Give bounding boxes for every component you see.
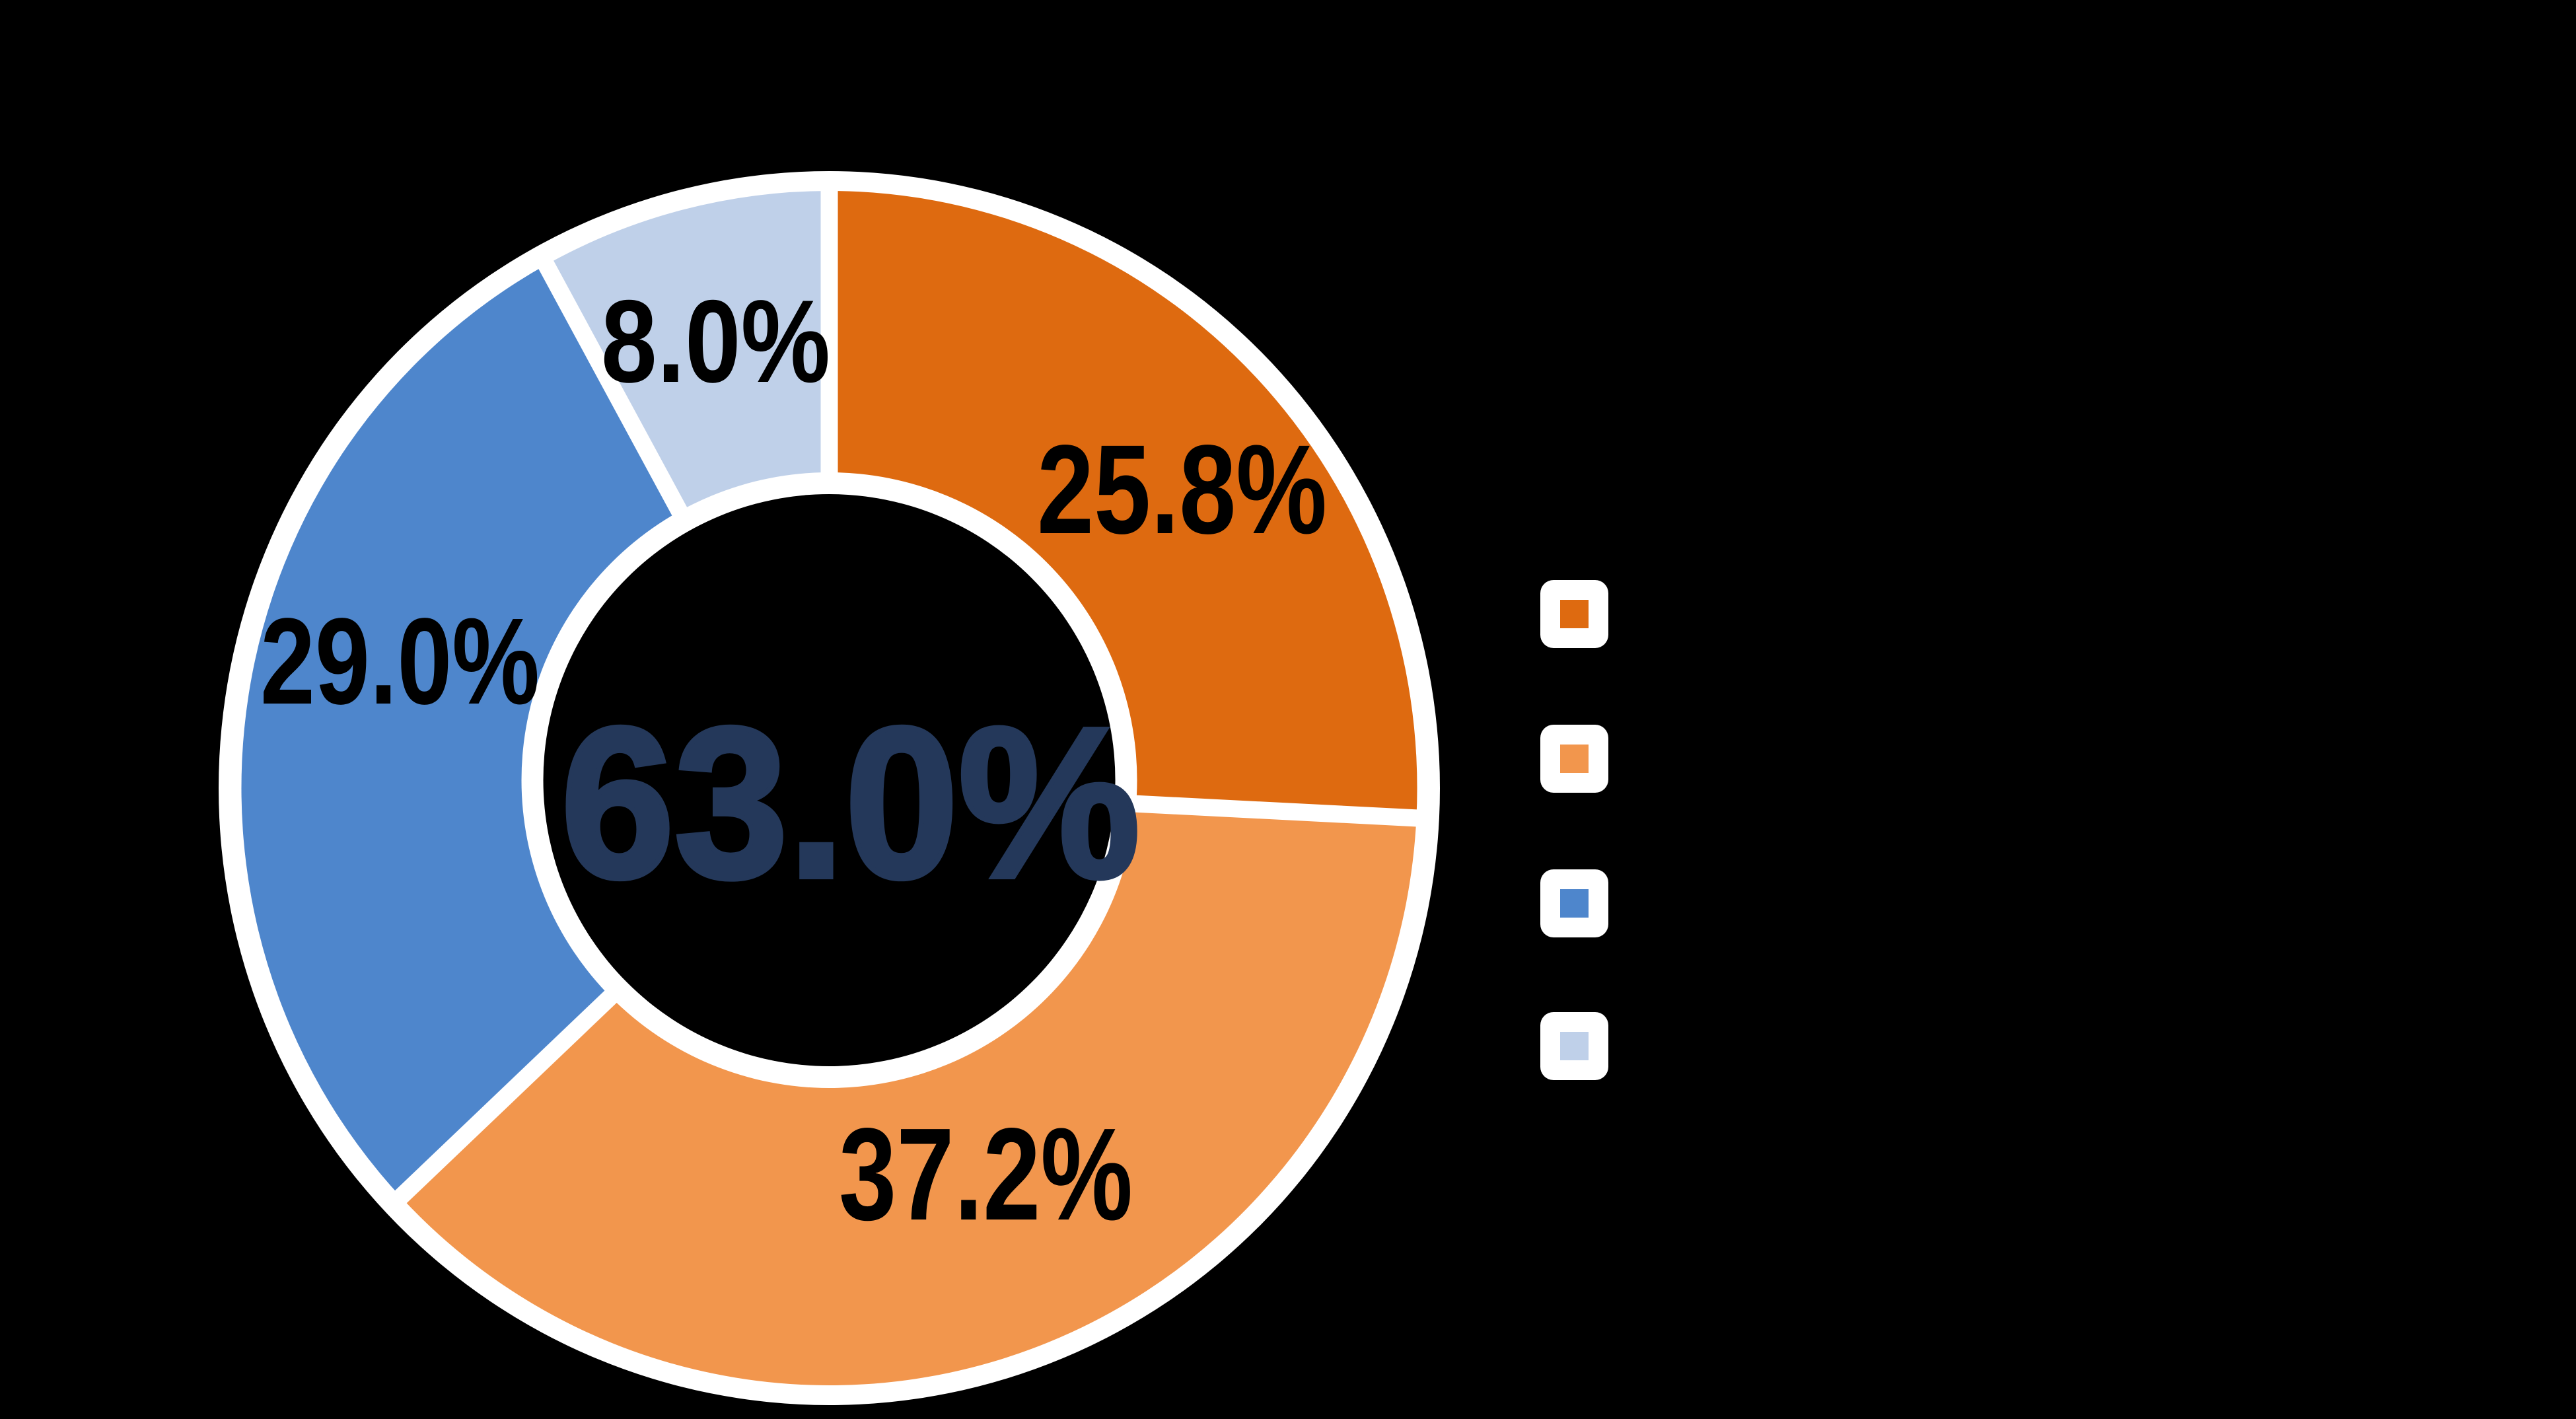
svg-text:8.0%: 8.0% xyxy=(601,275,830,407)
svg-text:25.8%: 25.8% xyxy=(1037,418,1327,560)
svg-text:37.2%: 37.2% xyxy=(839,1101,1133,1248)
svg-text:29.0%: 29.0% xyxy=(260,593,540,730)
svg-text:63.0%: 63.0% xyxy=(561,683,1140,922)
